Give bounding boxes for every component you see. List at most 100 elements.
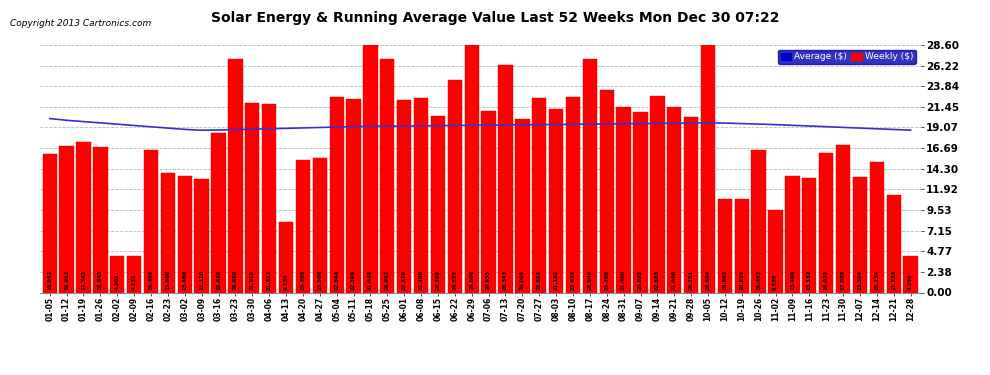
Text: 10.816: 10.816: [740, 269, 744, 290]
Text: 13.120: 13.120: [199, 270, 204, 290]
Bar: [246, 103, 259, 292]
Text: 13.860: 13.860: [165, 269, 170, 290]
Bar: [177, 176, 192, 292]
Bar: [313, 158, 327, 292]
Bar: [718, 199, 732, 292]
Text: Solar Energy & Running Average Value Last 52 Weeks Mon Dec 30 07:22: Solar Energy & Running Average Value Las…: [211, 11, 779, 25]
Text: 28.606: 28.606: [469, 269, 474, 290]
Text: 9.535: 9.535: [773, 273, 778, 290]
Text: 15.568: 15.568: [318, 269, 323, 290]
Bar: [380, 59, 394, 292]
Bar: [43, 154, 56, 292]
Text: 24.535: 24.535: [452, 270, 457, 290]
Bar: [93, 147, 108, 292]
Text: 17.089: 17.089: [841, 270, 845, 290]
Text: 11.236: 11.236: [891, 269, 896, 290]
Bar: [363, 45, 377, 292]
Bar: [819, 153, 834, 292]
Bar: [566, 97, 580, 292]
Bar: [330, 96, 344, 292]
Text: 22.665: 22.665: [654, 270, 660, 290]
Text: 15.368: 15.368: [300, 269, 306, 290]
Text: 13.460: 13.460: [182, 270, 187, 290]
Text: 20.005: 20.005: [520, 270, 525, 290]
Text: 26.980: 26.980: [233, 270, 238, 290]
Text: 22.503: 22.503: [537, 270, 542, 290]
Bar: [735, 199, 749, 292]
Text: 16.452: 16.452: [756, 270, 761, 290]
Bar: [262, 104, 276, 292]
Bar: [869, 162, 884, 292]
Text: 21.460: 21.460: [672, 270, 677, 290]
Bar: [127, 256, 142, 292]
Text: 22.396: 22.396: [351, 270, 356, 290]
Text: 10.802: 10.802: [723, 270, 728, 290]
Text: 4.231: 4.231: [132, 273, 137, 290]
Bar: [785, 176, 800, 292]
Bar: [515, 119, 530, 292]
Bar: [583, 59, 597, 292]
Text: 21.460: 21.460: [621, 270, 626, 290]
Bar: [532, 98, 546, 292]
Text: 18.480: 18.480: [216, 269, 221, 290]
Text: 22.480: 22.480: [419, 270, 424, 290]
Bar: [279, 222, 293, 292]
Bar: [836, 145, 850, 292]
Text: 15.962: 15.962: [48, 270, 52, 290]
Bar: [194, 179, 209, 292]
Bar: [768, 210, 783, 292]
Bar: [346, 99, 360, 292]
Text: 16.499: 16.499: [148, 270, 153, 290]
Text: Copyright 2013 Cartronics.com: Copyright 2013 Cartronics.com: [10, 19, 151, 28]
Bar: [600, 90, 614, 292]
Text: 31.448: 31.448: [368, 270, 373, 290]
Bar: [751, 150, 766, 292]
Bar: [76, 142, 91, 292]
Bar: [904, 256, 918, 292]
Bar: [464, 45, 479, 292]
Bar: [144, 150, 158, 292]
Text: 20.251: 20.251: [689, 270, 694, 290]
Bar: [211, 133, 226, 292]
Bar: [296, 159, 310, 292]
Text: 23.360: 23.360: [604, 270, 609, 290]
Text: 26.343: 26.343: [503, 270, 508, 290]
Bar: [414, 98, 429, 292]
Legend: Average ($), Weekly ($): Average ($), Weekly ($): [778, 50, 916, 64]
Text: 16.845: 16.845: [98, 269, 103, 290]
Bar: [802, 178, 817, 292]
Bar: [397, 100, 412, 292]
Text: 15.134: 15.134: [874, 270, 879, 290]
Text: 20.935: 20.935: [486, 270, 491, 290]
Bar: [886, 195, 901, 292]
Text: 16.912: 16.912: [64, 269, 69, 290]
Bar: [617, 107, 631, 292]
Bar: [701, 45, 715, 292]
Bar: [548, 109, 563, 292]
Text: 8.139: 8.139: [283, 273, 288, 290]
Bar: [667, 107, 681, 292]
Bar: [634, 112, 647, 292]
Text: 20.399: 20.399: [436, 270, 441, 290]
Text: 22.636: 22.636: [570, 270, 575, 290]
Text: 13.460: 13.460: [790, 270, 795, 290]
Bar: [229, 59, 243, 292]
Text: 13.394: 13.394: [857, 270, 862, 290]
Text: 22.646: 22.646: [335, 270, 340, 290]
Bar: [650, 96, 664, 292]
Text: 20.895: 20.895: [638, 270, 643, 290]
Text: 4.203: 4.203: [115, 273, 120, 290]
Bar: [852, 177, 867, 292]
Text: 21.812: 21.812: [266, 269, 271, 290]
Text: 4.248: 4.248: [908, 273, 913, 290]
Bar: [59, 146, 74, 292]
Text: 21.919: 21.919: [249, 270, 254, 290]
Bar: [160, 172, 175, 292]
Text: 16.075: 16.075: [824, 270, 829, 290]
Bar: [684, 117, 698, 292]
Bar: [481, 111, 496, 292]
Text: 17.345: 17.345: [81, 270, 86, 290]
Text: 22.270: 22.270: [402, 270, 407, 290]
Text: 28.804: 28.804: [706, 270, 711, 290]
Bar: [431, 116, 446, 292]
